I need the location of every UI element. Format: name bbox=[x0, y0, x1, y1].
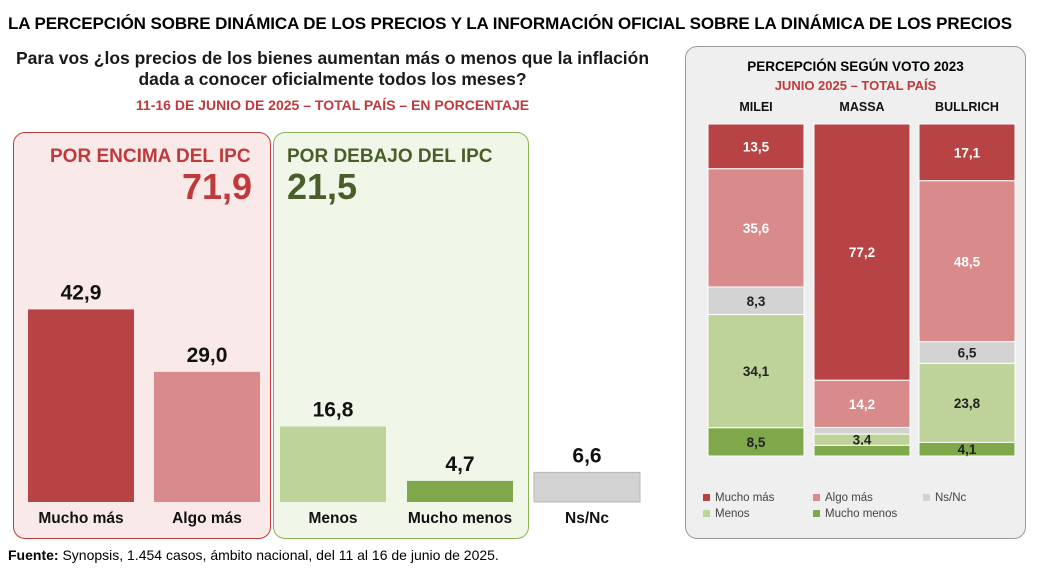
segment-value-label: 48,5 bbox=[954, 254, 981, 269]
category-label: Menos bbox=[308, 510, 357, 527]
below-ipc-value: 21,5 bbox=[287, 166, 358, 207]
segment-mucho-mas bbox=[918, 123, 1016, 182]
segment-mucho-mas bbox=[813, 123, 911, 381]
segment-value-label: 8,5 bbox=[747, 435, 766, 450]
category-label: Ns/Nc bbox=[565, 510, 609, 527]
legend-label: Mucho menos bbox=[825, 508, 897, 520]
segment-mucho-menos bbox=[813, 444, 911, 457]
segment-algo-mas bbox=[918, 180, 1016, 343]
legend-swatch-mucho-mas bbox=[703, 494, 710, 501]
segment-menos bbox=[918, 362, 1016, 443]
segment-value-label: 35,6 bbox=[743, 221, 770, 236]
vote-stacked-chart: MILEI 13,5 35,6 8,3 34,1 8,5 MASSA 77,2 14,2 3,4 B… bbox=[703, 100, 1016, 520]
segment-value-label: 3,4 bbox=[853, 433, 872, 448]
candidate-label: MILEI bbox=[739, 100, 772, 114]
bar-value-label: 16,8 bbox=[313, 399, 354, 422]
segment-value-label: 17,1 bbox=[954, 145, 981, 160]
segment-value-label: 14,2 bbox=[849, 397, 875, 412]
segment-mucho-menos bbox=[918, 441, 1016, 457]
legend-swatch-ns-nc bbox=[923, 494, 930, 501]
legend-label: Ns/Nc bbox=[935, 492, 967, 504]
vote-chart-subtitle: JUNIO 2025 – TOTAL PAÍS bbox=[774, 78, 937, 93]
category-label: Algo más bbox=[172, 510, 242, 527]
bar-algo-mas bbox=[154, 371, 260, 502]
segment-mucho-menos bbox=[707, 427, 805, 457]
legend-label: Algo más bbox=[825, 492, 873, 504]
page-title: LA PERCEPCIÓN SOBRE DINÁMICA DE LOS PREC… bbox=[8, 14, 1012, 33]
source-text: Synopsis, 1.454 casos, ámbito nacional, … bbox=[62, 547, 499, 563]
segment-mucho-mas bbox=[707, 123, 805, 170]
legend-label: Mucho más bbox=[715, 492, 775, 504]
segment-value-label: 4,1 bbox=[958, 442, 977, 457]
below-ipc-label: POR DEBAJO DEL IPC bbox=[287, 146, 493, 167]
segment-value-label: 77,2 bbox=[849, 245, 875, 260]
segment-menos bbox=[707, 314, 805, 429]
above-ipc-label: POR ENCIMA DEL IPC bbox=[50, 146, 251, 167]
bar-ns-nc bbox=[533, 471, 641, 503]
segment-value-label: 13,5 bbox=[743, 139, 770, 154]
segment-value-label: 34,1 bbox=[743, 364, 770, 379]
segment-value-label: 6,5 bbox=[958, 346, 977, 361]
segment-ns-nc bbox=[707, 286, 805, 316]
source-label: Fuente: bbox=[8, 547, 59, 563]
bar-menos bbox=[280, 426, 386, 502]
survey-subtitle: 11-16 DE JUNIO DE 2025 – TOTAL PAÍS – EN… bbox=[135, 97, 530, 113]
segment-value-label: 8,3 bbox=[747, 294, 766, 309]
category-label: Mucho menos bbox=[408, 510, 512, 527]
segment-value-label: 23,8 bbox=[954, 396, 981, 411]
vote-chart-title: PERCEPCIÓN SEGÚN VOTO 2023 bbox=[747, 59, 964, 74]
above-ipc-value: 71,9 bbox=[182, 166, 253, 207]
candidate-label: MASSA bbox=[839, 100, 884, 114]
legend-swatch-algo-mas bbox=[813, 494, 820, 501]
candidate-label: BULLRICH bbox=[935, 100, 999, 114]
bar-value-label: 42,9 bbox=[61, 281, 102, 304]
category-label: Mucho más bbox=[38, 510, 123, 527]
bar-mucho-menos bbox=[407, 480, 513, 502]
bar-value-label: 29,0 bbox=[187, 344, 228, 367]
bar-value-label: 4,7 bbox=[445, 453, 474, 476]
legend-swatch-mucho-menos bbox=[813, 510, 820, 517]
segment-algo-mas bbox=[707, 168, 805, 288]
legend-swatch-menos bbox=[703, 510, 710, 517]
bar-value-label: 6,6 bbox=[572, 444, 601, 467]
legend-label: Menos bbox=[715, 508, 750, 520]
overall-bar-chart: 42,9 Mucho más 29,0 Algo más 16,8 Menos 4,7 Muc… bbox=[28, 281, 641, 527]
bar-mucho-mas bbox=[28, 309, 134, 502]
source-note: Fuente: Synopsis, 1.454 casos, ámbito na… bbox=[8, 547, 499, 563]
survey-question: Para vos ¿los precios de los bienes aume… bbox=[15, 48, 650, 89]
